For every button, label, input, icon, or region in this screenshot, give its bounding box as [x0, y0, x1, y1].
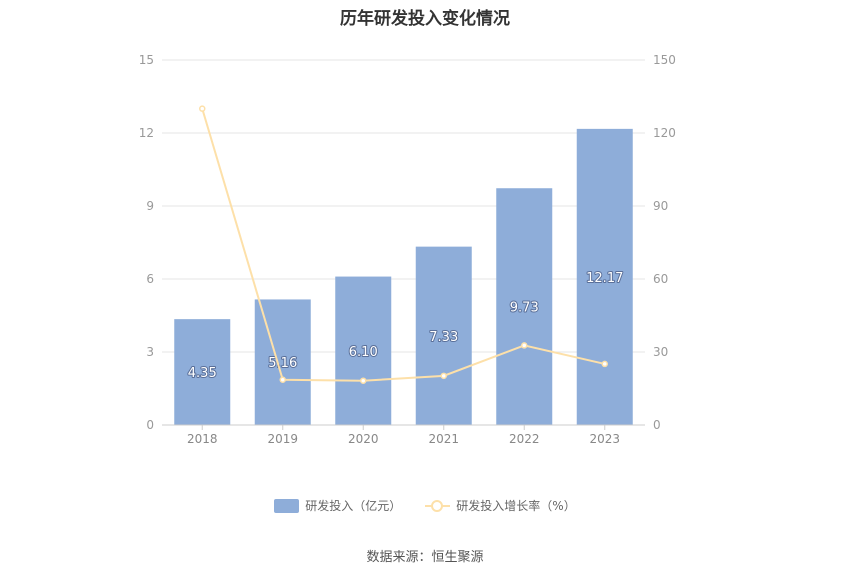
bar: [576, 128, 633, 425]
chart-title: 历年研发投入变化情况: [340, 9, 510, 29]
y-right-tick-label: 120: [653, 126, 676, 140]
legend-line-label: 研发投入增长率（%）: [456, 499, 576, 513]
x-tick-label: 2023: [589, 432, 620, 446]
source-note: 数据来源：恒生聚源: [366, 550, 484, 565]
y-left-tick-label: 6: [146, 272, 154, 286]
legend-item-bar[interactable]: 研发投入（亿元）: [274, 497, 401, 514]
y-left-tick-label: 0: [146, 418, 154, 432]
y-left-tick-label: 9: [146, 199, 154, 213]
line-point: [199, 105, 206, 112]
grid-lines: [162, 59, 645, 353]
y-left-tick-label: 3: [146, 345, 154, 359]
y-left-tick-label: 15: [139, 53, 154, 67]
x-tick-label: 2022: [509, 432, 540, 446]
y-axis-left: 0 3 6 9 12 15: [139, 53, 154, 432]
bar: [496, 188, 553, 425]
legend-line-swatch: [425, 499, 451, 513]
line-series: [199, 105, 608, 384]
bar: [335, 276, 392, 425]
x-axis: 2018 2019 2020 2021 2022 2023: [162, 424, 645, 446]
line-point: [521, 342, 528, 349]
bar-data-label: 4.35: [188, 366, 217, 381]
y-right-tick-label: 150: [653, 53, 676, 67]
legend-bar-swatch: [274, 498, 300, 513]
y-axis-right: 0 30 60 90 120 150: [653, 53, 676, 432]
line-point: [440, 372, 447, 380]
x-tick-label: 2019: [267, 432, 298, 446]
bar-data-label: 9.73: [510, 301, 539, 316]
x-tick-label: 2021: [428, 432, 459, 446]
legend: 研发投入（亿元） 研发投入增长率（%）: [0, 497, 850, 514]
bar: [415, 246, 472, 425]
bar-data-label: 6.10: [349, 345, 378, 360]
y-left-tick-label: 12: [139, 126, 154, 140]
bar: [174, 319, 231, 425]
line-point: [601, 360, 608, 368]
line-point: [360, 377, 367, 384]
bar-series: 4.35 5.16 6.10 7.33 9.73 12.17: [174, 128, 633, 425]
bar-data-label: 7.33: [429, 330, 458, 345]
bar-data-label: 5.16: [268, 356, 297, 371]
chart-plot: 0 3 6 9 12 15 0 30 60 90 120 150 4.35 5.16 6.10 7.33 9…: [139, 53, 676, 446]
bar-data-label: 12.17: [586, 271, 623, 286]
y-right-tick-label: 90: [653, 199, 668, 213]
line-point: [279, 376, 286, 383]
legend-item-line[interactable]: 研发投入增长率（%）: [425, 497, 576, 514]
x-tick-label: 2018: [187, 432, 218, 446]
legend-bar-label: 研发投入（亿元）: [305, 499, 402, 513]
y-right-tick-label: 0: [653, 418, 661, 432]
x-tick-label: 2020: [348, 432, 379, 446]
y-right-tick-label: 30: [653, 345, 668, 359]
growth-rate-line: [201, 108, 605, 382]
y-right-tick-label: 60: [653, 272, 668, 286]
